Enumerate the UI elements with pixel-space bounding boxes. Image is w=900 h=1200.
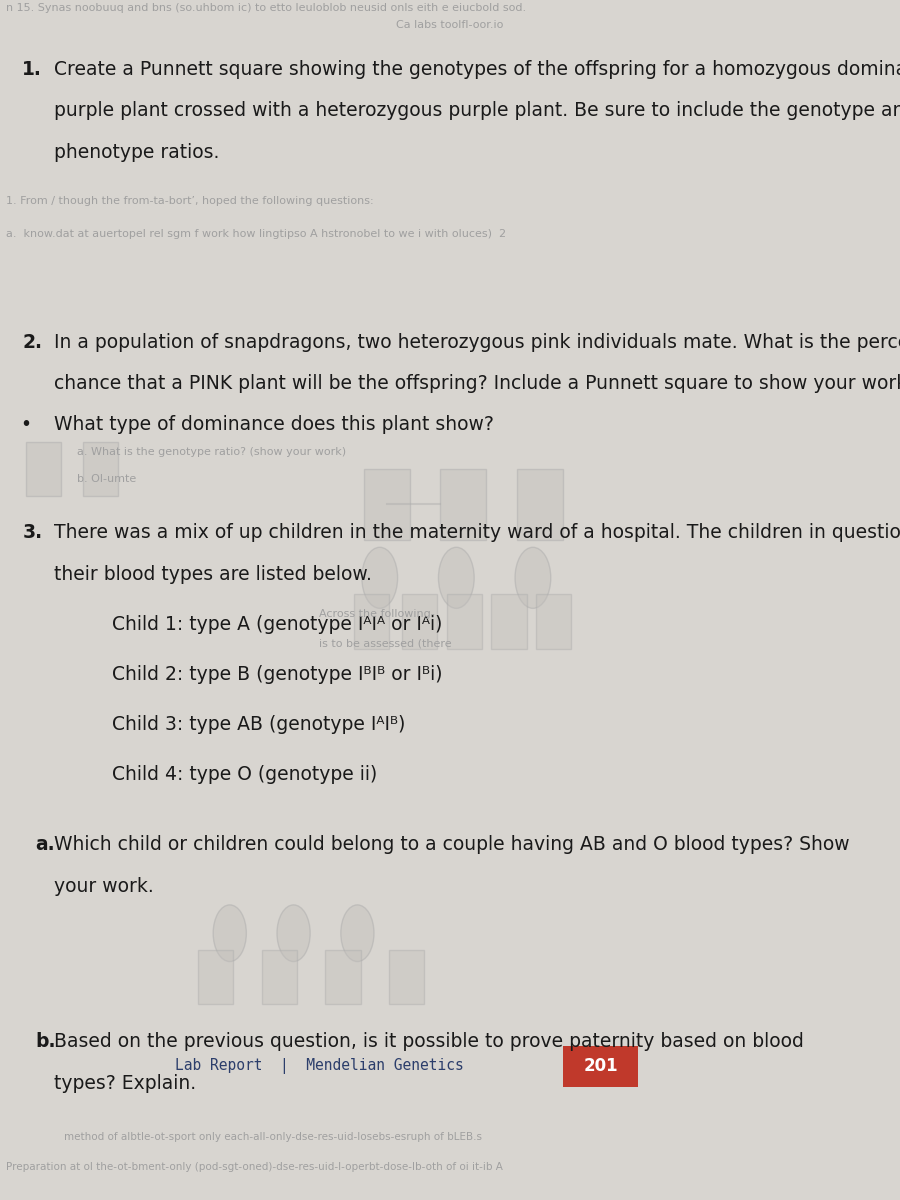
Bar [83, 442, 118, 496]
Text: There was a mix of up children in the maternity ward of a hospital. The children: There was a mix of up children in the ma… [54, 523, 900, 542]
Text: 201: 201 [583, 1057, 618, 1075]
Text: Which child or children could belong to a couple having AB and O blood types? Sh: Which child or children could belong to … [54, 835, 850, 854]
Text: In a population of snapdragons, two heterozygous pink individuals mate. What is : In a population of snapdragons, two hete… [54, 332, 900, 352]
Text: is to be assessed (there: is to be assessed (there [320, 638, 452, 649]
Bar [402, 594, 437, 649]
Text: Across the following-: Across the following- [320, 610, 435, 619]
Circle shape [277, 905, 310, 961]
Bar [364, 469, 410, 540]
Text: chance that a PINK plant will be the offspring? Include a Punnett square to show: chance that a PINK plant will be the off… [54, 374, 900, 392]
Bar [198, 949, 233, 1004]
Text: 1.: 1. [22, 60, 42, 79]
Text: b. Ol-umte: b. Ol-umte [76, 474, 136, 485]
Bar [355, 594, 390, 649]
Bar [262, 949, 297, 1004]
Text: Child 2: type B (genotype IᴮIᴮ or Iᴮi): Child 2: type B (genotype IᴮIᴮ or Iᴮi) [112, 665, 442, 684]
Text: Preparation at ol the-ot-bment-only (pod-sgt-oned)-dse-res-uid-l-operbt-dose-lb-: Preparation at ol the-ot-bment-only (pod… [6, 1162, 503, 1172]
Text: phenotype ratios.: phenotype ratios. [54, 143, 220, 162]
Text: Ca labs toolfl-oor.io: Ca labs toolfl-oor.io [396, 19, 503, 30]
Text: What type of dominance does this plant show?: What type of dominance does this plant s… [54, 415, 494, 434]
Bar [390, 949, 425, 1004]
Bar [326, 949, 361, 1004]
Bar [491, 594, 526, 649]
Text: n 15. Synas noobuuq and bns (so.uhbom ic) to etto leuloblob neusid onls eith e e: n 15. Synas noobuuq and bns (so.uhbom ic… [6, 4, 526, 13]
Circle shape [438, 547, 474, 608]
Bar [562, 1045, 638, 1087]
Bar [440, 469, 486, 540]
Text: types? Explain.: types? Explain. [54, 1074, 196, 1093]
Text: 3.: 3. [22, 523, 42, 542]
Text: b.: b. [35, 1032, 56, 1051]
Text: Child 3: type AB (genotype IᴬIᴮ): Child 3: type AB (genotype IᴬIᴮ) [112, 715, 405, 734]
Text: 1. From / though the from-ta-bort’, hoped the following questions:: 1. From / though the from-ta-bort’, hope… [6, 197, 374, 206]
Circle shape [362, 547, 398, 608]
Bar [517, 469, 562, 540]
Text: Child 1: type A (genotype IᴬIᴬ or Iᴬi): Child 1: type A (genotype IᴬIᴬ or Iᴬi) [112, 614, 442, 634]
Text: Child 4: type O (genotype ii): Child 4: type O (genotype ii) [112, 766, 377, 785]
Circle shape [341, 905, 374, 961]
Text: a.: a. [35, 835, 55, 854]
Text: purple plant crossed with a heterozygous purple plant. Be sure to include the ge: purple plant crossed with a heterozygous… [54, 101, 900, 120]
Text: •: • [21, 415, 32, 434]
Text: Lab Report  |  Mendelian Genetics: Lab Report | Mendelian Genetics [175, 1058, 464, 1074]
Circle shape [515, 547, 551, 608]
Text: a.  know.dat at auertopel rel sgm f work how lingtipso A hstronobel to we i with: a. know.dat at auertopel rel sgm f work … [6, 229, 507, 239]
Circle shape [213, 905, 247, 961]
Text: Based on the previous question, is it possible to prove paternity based on blood: Based on the previous question, is it po… [54, 1032, 804, 1051]
Text: Create a Punnett square showing the genotypes of the offspring for a homozygous : Create a Punnett square showing the geno… [54, 60, 900, 79]
Text: their blood types are listed below.: their blood types are listed below. [54, 565, 372, 583]
Text: your work.: your work. [54, 876, 154, 895]
Text: method of albtle-ot-sport only each-all-only-dse-res-uid-losebs-esruph of bLEB.s: method of albtle-ot-sport only each-all-… [64, 1132, 482, 1141]
Bar [25, 442, 60, 496]
Bar [446, 594, 482, 649]
Text: a. What is the genotype ratio? (show your work): a. What is the genotype ratio? (show you… [76, 446, 346, 457]
Bar [536, 594, 572, 649]
Text: 2.: 2. [22, 332, 42, 352]
